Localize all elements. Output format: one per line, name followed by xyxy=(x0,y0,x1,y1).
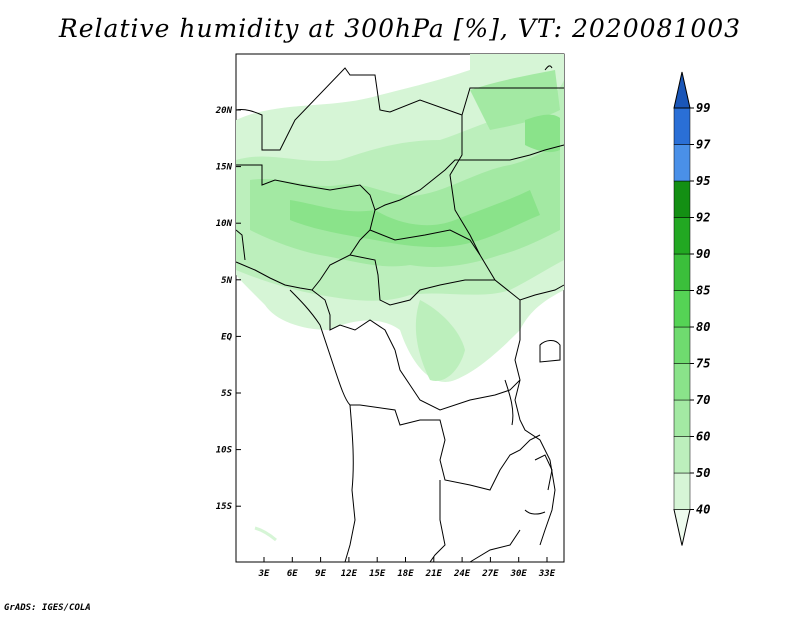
colorbar-label: 92 xyxy=(696,211,710,225)
lon-tick-label: 12E xyxy=(341,569,358,579)
lon-tick-label: 33E xyxy=(538,569,556,579)
colorbar-segment xyxy=(673,253,691,291)
colorbar-segment xyxy=(673,363,691,401)
lat-tick-label: 10S xyxy=(216,446,233,456)
colorbar-label: 50 xyxy=(696,466,710,480)
colorbar-label: 99 xyxy=(696,101,710,115)
lon-tick-label: 27E xyxy=(481,569,499,579)
lon-tick-label: 6E xyxy=(287,569,298,579)
colorbar-segment xyxy=(673,180,691,218)
lon-tick-label: 24E xyxy=(453,569,471,579)
colorbar-label: 70 xyxy=(696,393,710,407)
colorbar-label: 85 xyxy=(696,284,710,298)
colorbar-label: 80 xyxy=(696,320,710,334)
colorbar-segment xyxy=(673,144,691,182)
colorbar-segment xyxy=(673,326,691,364)
map-title: Relative humidity at 300hPa [%], VT: 202… xyxy=(58,14,742,43)
lon-tick-label: 3E xyxy=(258,569,270,579)
lat-tick-label: 15N xyxy=(216,163,233,173)
colorbar-segment xyxy=(673,290,691,328)
lon-tick-label: 21E xyxy=(425,569,443,579)
colorbar-label: 90 xyxy=(696,247,710,261)
colorbar-segment xyxy=(673,217,691,255)
colorbar-segment xyxy=(673,472,691,510)
lon-tick-label: 18E xyxy=(397,569,414,579)
humidity-field xyxy=(236,54,564,542)
colorbar-segment xyxy=(673,107,691,145)
colorbar: 40 50 60 70 75 80 85 90 92 95 97 99 xyxy=(673,71,711,546)
lat-tick-label: 10N xyxy=(216,219,233,229)
lon-tick-label: 30E xyxy=(510,569,528,579)
lat-tick-label: 20N xyxy=(215,106,233,116)
colorbar-label: 60 xyxy=(696,430,710,444)
lat-tick-label: 15S xyxy=(216,502,233,512)
colorbar-label: 97 xyxy=(696,138,711,152)
longitude-axis: 3E 6E 9E 12E 15E 18E 21E 24E 27E 30E 33E xyxy=(258,557,556,579)
colorbar-label: 75 xyxy=(696,357,710,371)
lon-tick-label: 9E xyxy=(315,569,326,579)
colorbar-upper-extension xyxy=(673,71,691,109)
colorbar-segment xyxy=(673,436,691,474)
country-borders xyxy=(235,65,565,563)
lat-tick-label: 5S xyxy=(221,389,232,399)
map-panel xyxy=(235,53,565,563)
colorbar-label: 95 xyxy=(696,174,710,188)
colorbar-segment xyxy=(673,399,691,437)
lat-tick-label: 5N xyxy=(221,276,232,286)
grads-credit: GrADS: IGES/COLA xyxy=(4,603,91,613)
lat-tick-label: EQ xyxy=(221,332,232,342)
lon-tick-label: 15E xyxy=(369,569,386,579)
colorbar-lower-extension xyxy=(673,509,691,546)
colorbar-label: 40 xyxy=(696,503,710,517)
latitude-axis: 20N 15N 10N 5N EQ 5S 10S 15S xyxy=(215,106,241,512)
